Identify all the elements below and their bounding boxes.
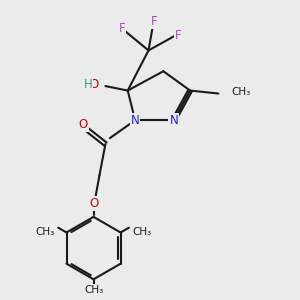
Text: CH₃: CH₃ <box>232 87 251 97</box>
Text: CH₃: CH₃ <box>36 227 55 238</box>
Text: F: F <box>151 15 158 28</box>
Text: F: F <box>118 22 125 34</box>
Text: O: O <box>89 197 98 210</box>
Text: N: N <box>169 114 178 127</box>
Text: F: F <box>175 29 181 42</box>
Text: CH₃: CH₃ <box>84 285 103 295</box>
Text: CH₃: CH₃ <box>132 227 151 238</box>
Text: O: O <box>89 78 99 91</box>
Text: H: H <box>84 78 92 91</box>
Text: O: O <box>79 118 88 131</box>
Text: N: N <box>131 114 140 127</box>
